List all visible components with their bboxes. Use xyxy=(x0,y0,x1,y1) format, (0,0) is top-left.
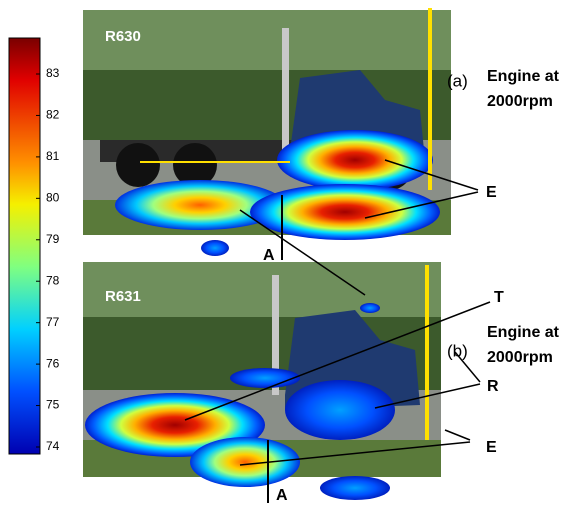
tick-label: 77 xyxy=(46,315,60,329)
figure: 83 82 81 80 79 78 77 76 75 74 R630 xyxy=(0,0,587,503)
source-map xyxy=(190,437,300,487)
colorbar: 83 82 81 80 79 78 77 76 75 74 xyxy=(9,38,60,454)
marker-label: E xyxy=(486,439,497,456)
tick-label: 76 xyxy=(46,356,60,370)
panel-label: R630 xyxy=(105,28,141,45)
wheel xyxy=(116,143,160,187)
caption: 2000rpm xyxy=(487,93,553,110)
panel-tag: (a) xyxy=(447,71,468,90)
source-map xyxy=(320,476,390,500)
source-map xyxy=(360,303,380,313)
tick-label: 80 xyxy=(46,191,60,205)
marker-label: R xyxy=(487,378,499,395)
source-map xyxy=(230,368,300,388)
caption: Engine at xyxy=(487,324,560,341)
exhaust xyxy=(282,28,289,153)
panel-label: R631 xyxy=(105,288,141,305)
tick-label: 79 xyxy=(46,232,60,246)
colorbar-scale xyxy=(9,38,40,454)
source-map xyxy=(250,184,440,240)
marker-label: T xyxy=(494,289,504,306)
tick-label: 82 xyxy=(46,108,60,122)
source-map xyxy=(201,240,229,256)
tick-label: 75 xyxy=(46,398,60,412)
panel-tag: (b) xyxy=(447,341,468,360)
tick-label: 83 xyxy=(46,66,60,80)
panel-b: R631 xyxy=(83,262,441,503)
source-map xyxy=(277,130,433,190)
marker-label: E xyxy=(486,184,497,201)
tick-label: 81 xyxy=(46,149,60,163)
caption: Engine at xyxy=(487,68,560,85)
tick-label: 78 xyxy=(46,273,60,287)
marker-label: A xyxy=(263,247,275,264)
panel-a: R630 xyxy=(83,8,451,260)
source-map xyxy=(285,380,395,440)
marker-label: A xyxy=(276,487,288,503)
tick-label: 74 xyxy=(46,439,60,453)
caption: 2000rpm xyxy=(487,349,553,366)
